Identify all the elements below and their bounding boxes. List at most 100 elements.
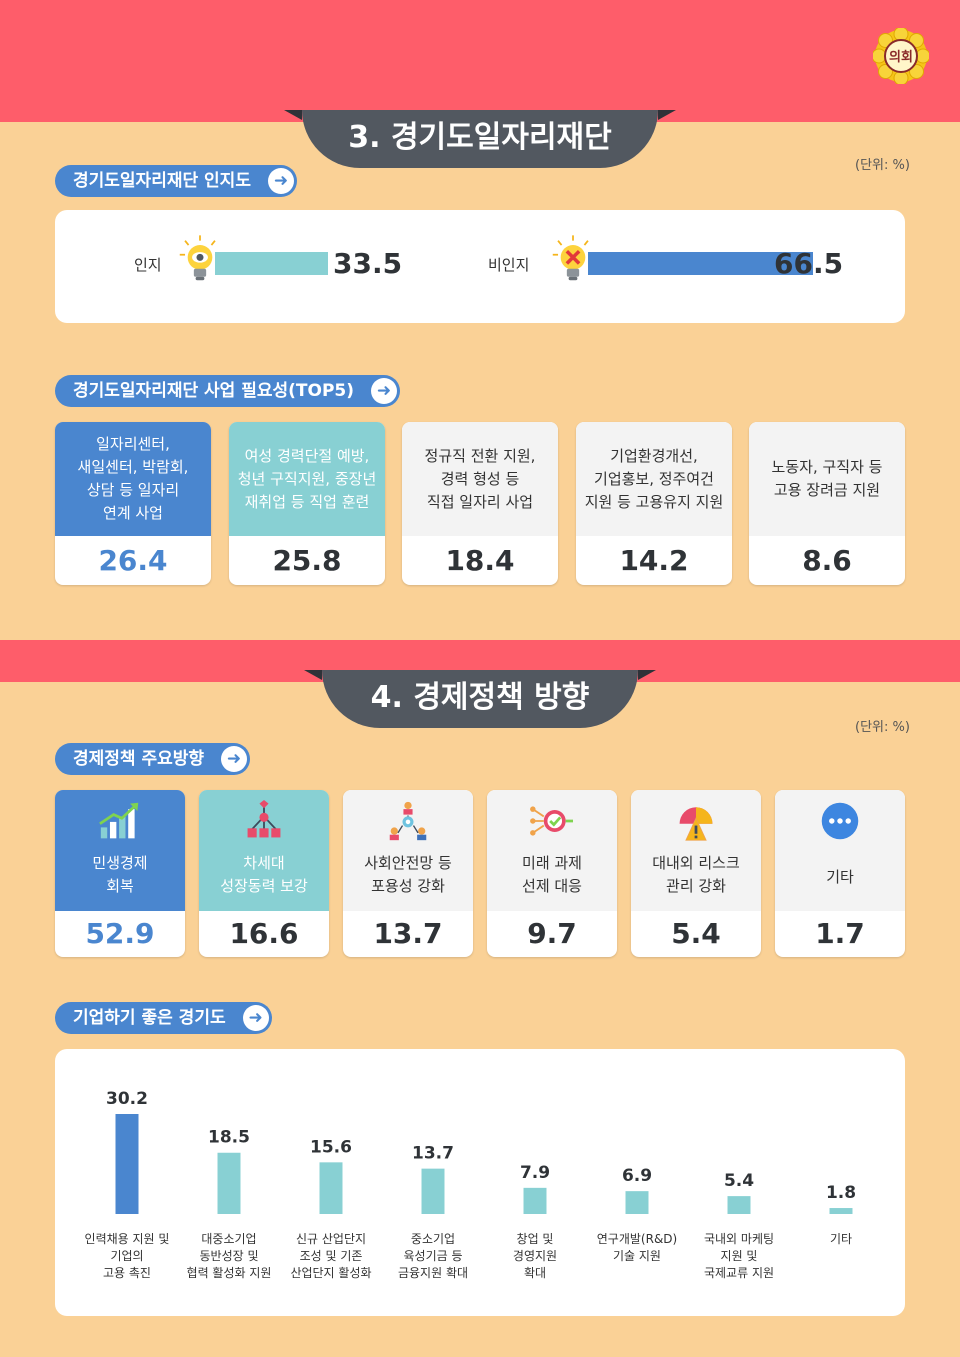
risk-gauge-icon [631,800,761,846]
direction-card-label-line: 포용성 강화 [371,877,445,895]
direction-card-label-line: 사회안전망 등 [364,854,452,872]
direction-card-label-line: 대내외 리스크 [652,854,740,872]
top-header-band [0,0,960,122]
necessity-card-label: 정규직 전환 지원, 경력 형성 등 직접 일자리 사업 [402,422,558,536]
direction-heading: 경제정책 주요방향 [73,749,205,769]
awareness-value-aware: 33.5 [333,247,403,280]
necessity-card-label-line: 새일센터, 박람회, [77,458,189,476]
bar-value-label: 1.8 [826,1183,856,1203]
necessity-card-label-line: 상담 등 일자리 [86,481,180,499]
arrow-right-icon: ➜ [267,168,294,194]
arrow-right-icon: ➜ [371,378,398,404]
business-heading-pill: 기업하기 좋은 경기도 ➜ [55,1002,272,1034]
necessity-card-label-line: 기업환경개선, [610,446,698,465]
category-label: 대중소기업 [201,1232,256,1246]
category-label: 국제교류 지원 [704,1266,774,1280]
category-label: 연구개발(R&D) [597,1232,677,1246]
direction-card-value: 13.7 [373,917,443,950]
necessity-card: 노동자, 구직자 등 고용 장려금 지원 8.6 [749,422,905,585]
target-check-icon [487,800,617,846]
direction-card-label-line: 기타 [826,868,854,886]
direction-card-label-line: 관리 강화 [666,877,726,895]
bar-value-label: 7.9 [520,1163,550,1183]
awareness-bar-unaware [588,252,813,275]
category-label: 창업 및 [517,1232,554,1246]
business-heading: 기업하기 좋은 경기도 [73,1008,226,1028]
awareness-panel: 인지 33.5 비인지 66.5 [55,210,905,323]
necessity-card-value: 26.4 [98,544,168,577]
necessity-card-value: 8.6 [802,544,852,577]
council-seal-icon: 의회 [873,28,929,84]
bar-value-label: 5.4 [724,1171,754,1191]
necessity-card-label-line: 고용 장려금 지원 [773,481,881,499]
bar-value-label: 15.6 [310,1137,352,1157]
awareness-bar-aware [215,252,329,275]
section4-title: 4. 경제정책 방향 [304,670,656,728]
bar-value-label: 13.7 [412,1144,454,1164]
category-label: 금융지원 확대 [398,1266,468,1280]
bar [115,1114,139,1214]
bar-value-label: 30.2 [106,1089,148,1109]
necessity-card-label: 노동자, 구직자 등 고용 장려금 지원 [749,422,905,536]
category-label: 기타 [830,1232,852,1246]
bar [319,1162,343,1214]
direction-card-label-line: 성장동력 보강 [220,877,308,895]
necessity-card-label-line: 재취업 등 직업 훈련 [244,492,370,511]
necessity-card-label-line: 여성 경력단절 예방, [244,446,370,465]
direction-card-label-line: 회복 [106,877,134,895]
bar [523,1187,547,1214]
awareness-value-unaware: 66.5 [774,247,844,280]
section3-title-text: 3. 경기도일자리재단 [348,120,612,155]
category-label: 산업단지 활성화 [290,1266,371,1280]
direction-card-value: 1.7 [815,917,865,950]
direction-heading-pill: 경제정책 주요방향 ➜ [55,743,251,775]
direction-card-label-line: 민생경제 [92,854,148,872]
direction-card-label-line: 미래 과제 [522,854,582,872]
category-label: 인력채용 지원 및 [85,1232,170,1246]
more-dots-icon [775,800,905,846]
necessity-card-value: 18.4 [445,544,515,577]
bar-value-label: 18.5 [208,1128,250,1148]
section3-title: 3. 경기도일자리재단 [284,110,676,168]
necessity-card: 정규직 전환 지원, 경력 형성 등 직접 일자리 사업 18.4 [402,422,558,585]
necessity-card-label-line: 경력 형성 등 [440,469,520,488]
arrow-right-icon: ➜ [242,1005,269,1031]
awareness-heading-pill: 경기도일자리재단 인지도 ➜ [55,165,297,197]
direction-card-value: 9.7 [527,917,577,950]
necessity-card-value: 14.2 [619,544,689,577]
direction-card-value: 52.9 [85,917,155,950]
necessity-card-label-line: 정규직 전환 지원, [424,446,536,465]
direction-card-label-line: 선제 대응 [522,877,582,895]
seal-label: 의회 [889,49,913,65]
direction-card-label-line: 차세대 [243,854,285,872]
category-label: 경영지원 [513,1249,557,1263]
people-network-icon [343,800,473,846]
bar [727,1196,751,1214]
category-label: 고용 촉진 [103,1266,151,1280]
category-label: 신규 산업단지 [296,1232,366,1246]
category-label: 중소기업 [411,1232,455,1246]
necessity-heading: 경기도일자리재단 사업 필요성(TOP5) [73,381,355,401]
section3-unit: (단위: %) [855,158,910,173]
bar [829,1208,853,1214]
awareness-heading: 경기도일자리재단 인지도 [73,171,251,191]
necessity-card-label-line: 청년 구직지원, 중장년 [237,469,377,488]
arrow-right-icon: ➜ [221,746,248,772]
bar-value-label: 6.9 [622,1166,652,1186]
necessity-card-label-line: 지원 등 고용유지 지원 [584,492,724,511]
necessity-card-label-line: 기업홍보, 정주여건 [594,469,714,488]
necessity-card-label-line: 연계 사업 [103,504,163,522]
necessity-card-label-line: 일자리센터, [96,435,170,453]
category-label: 기업의 [110,1249,143,1263]
necessity-card: 여성 경력단절 예방, 청년 구직지원, 중장년 재취업 등 직업 훈련 25.8 [229,422,385,585]
